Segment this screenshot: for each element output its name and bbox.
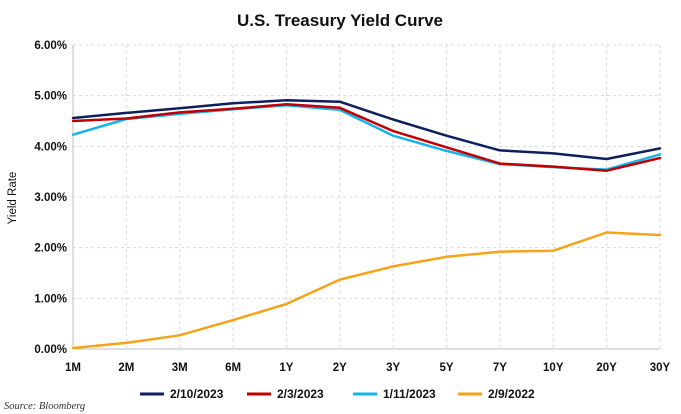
series-line-2-3-2023 — [71, 103, 662, 172]
y-tick-label: 0.00% — [34, 344, 67, 356]
legend: 2/10/2023 2/3/2023 1/11/2023 2/9/2022 — [140, 387, 535, 401]
x-tick-label: 5Y — [440, 362, 454, 374]
x-tick-label: 7Y — [493, 362, 507, 374]
y-tick-label: 4.00% — [34, 141, 67, 153]
y-tick-label: 5.00% — [34, 91, 67, 103]
x-tick-label: 30Y — [650, 362, 671, 374]
x-tick-label: 2M — [118, 362, 134, 374]
series-lines — [71, 98, 662, 350]
x-tick-label: 1M — [65, 362, 81, 374]
series-line-2-9-2022 — [71, 231, 662, 350]
chart-title: U.S. Treasury Yield Curve — [237, 11, 443, 30]
x-tick-label: 3Y — [386, 362, 400, 374]
x-tick-label: 20Y — [596, 362, 617, 374]
x-tick-label: 3M — [172, 362, 188, 374]
x-tick-label: 10Y — [543, 362, 564, 374]
y-axis-label: Yield Rate — [7, 172, 19, 225]
y-tick-label: 2.00% — [34, 243, 67, 255]
legend-label: 2/3/2023 — [277, 387, 324, 401]
x-tick-label: 2Y — [333, 362, 347, 374]
x-axis-ticks: 1M 2M 3M 6M 1Y 2Y 3Y 5Y 7Y 10Y 20Y 30Y — [65, 362, 671, 374]
series-line-2-10-2023 — [71, 98, 662, 161]
x-tick-label: 1Y — [279, 362, 293, 374]
legend-label: 2/9/2022 — [488, 387, 535, 401]
y-tick-label: 6.00% — [34, 40, 67, 52]
legend-label: 1/11/2023 — [383, 387, 436, 401]
x-tick-label: 6M — [225, 362, 241, 374]
y-tick-label: 1.00% — [34, 293, 67, 305]
y-tick-label: 3.00% — [34, 192, 67, 204]
y-axis-ticks: 0.00% 1.00% 2.00% 3.00% 4.00% 5.00% 6.00% — [34, 40, 67, 356]
grid — [72, 44, 661, 350]
legend-label: 2/10/2023 — [170, 387, 224, 401]
source-note: Source: Bloomberg — [4, 401, 85, 412]
